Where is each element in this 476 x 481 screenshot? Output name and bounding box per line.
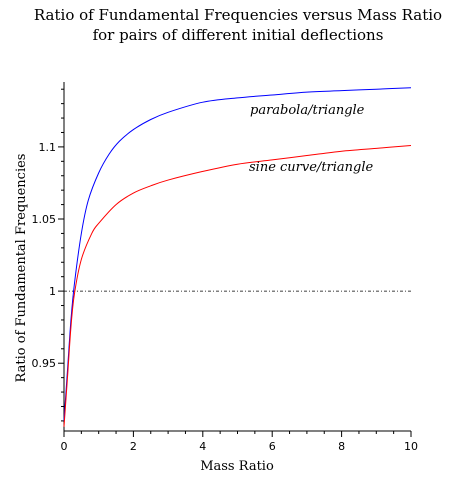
series-label-sine-curve-triangle: sine curve/triangle [249, 160, 374, 175]
x-tick-label: 0 [61, 440, 68, 453]
x-tick-label: 4 [199, 440, 206, 453]
y-tick-label: 1 [49, 285, 56, 298]
series-lines [63, 87, 412, 427]
x-tick-label: 8 [338, 440, 345, 453]
series-label-parabola-triangle: parabola/triangle [250, 103, 365, 118]
chart-title-line-2: for pairs of different initial deflectio… [93, 26, 384, 44]
x-axis-label: Mass Ratio [200, 459, 274, 474]
plot-area: 0 2 4 6 8 10 0.95 1 1.05 1.1 [32, 82, 418, 453]
x-tick-label: 6 [269, 440, 276, 453]
x-tick-label: 10 [404, 440, 418, 453]
y-axis-label: Ratio of Fundamental Frequencies [14, 154, 29, 383]
y-tick-label: 1.05 [32, 213, 57, 226]
y-ticks: 0.95 1 1.05 1.1 [32, 88, 64, 422]
x-ticks: 0 2 4 6 8 10 [61, 431, 418, 453]
chart-title-line-1: Ratio of Fundamental Frequencies versus … [34, 6, 442, 24]
y-tick-label: 1.1 [39, 141, 57, 154]
y-tick-label: 0.95 [32, 357, 57, 370]
series-line-parabola-triangle [63, 87, 412, 421]
x-tick-label: 2 [130, 440, 137, 453]
series-line-sine-curve-triangle [63, 144, 412, 427]
